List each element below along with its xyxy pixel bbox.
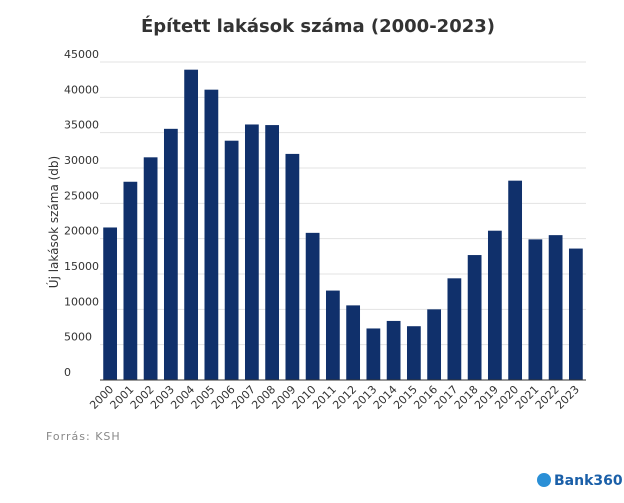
y-tick-label: 30000 bbox=[64, 154, 99, 167]
bar bbox=[325, 290, 340, 380]
bar bbox=[528, 239, 543, 380]
bar bbox=[204, 89, 219, 380]
y-tick-label: 0 bbox=[64, 366, 71, 379]
y-tick-label: 10000 bbox=[64, 295, 99, 308]
bar bbox=[224, 140, 239, 380]
brand-logo: Bank360 bbox=[537, 473, 623, 489]
logo-text: Bank360 bbox=[554, 473, 623, 489]
bar bbox=[143, 157, 158, 380]
bar bbox=[265, 125, 280, 380]
bar bbox=[508, 180, 523, 380]
y-tick-label: 5000 bbox=[64, 331, 92, 344]
logo-icon bbox=[537, 473, 551, 487]
bar bbox=[467, 255, 482, 380]
y-tick-label: 25000 bbox=[64, 189, 99, 202]
bar bbox=[487, 230, 502, 380]
bar bbox=[285, 153, 300, 380]
bar bbox=[163, 128, 178, 380]
y-tick-label: 45000 bbox=[64, 48, 99, 61]
x-tick-label: 2023 bbox=[553, 383, 582, 412]
bar bbox=[406, 326, 421, 380]
source: Forrás: KSH bbox=[46, 430, 121, 443]
bar bbox=[123, 181, 138, 380]
bar bbox=[447, 278, 462, 380]
y-tick-label: 40000 bbox=[64, 83, 99, 96]
bar bbox=[184, 69, 199, 381]
bar bbox=[366, 328, 381, 380]
bar bbox=[346, 305, 361, 380]
bar bbox=[244, 124, 259, 380]
bar bbox=[548, 235, 563, 380]
bar bbox=[103, 227, 118, 380]
y-tick-label: 15000 bbox=[64, 260, 99, 273]
y-axis-label: Új lakások száma (db) bbox=[46, 156, 61, 288]
y-tick-label: 20000 bbox=[64, 225, 99, 238]
bar bbox=[386, 320, 401, 380]
bar bbox=[427, 309, 442, 380]
bar bbox=[568, 248, 583, 380]
chart-title: Épített lakások száma (2000-2023) bbox=[141, 15, 495, 37]
y-tick-label: 35000 bbox=[64, 119, 99, 132]
bar bbox=[305, 232, 320, 380]
